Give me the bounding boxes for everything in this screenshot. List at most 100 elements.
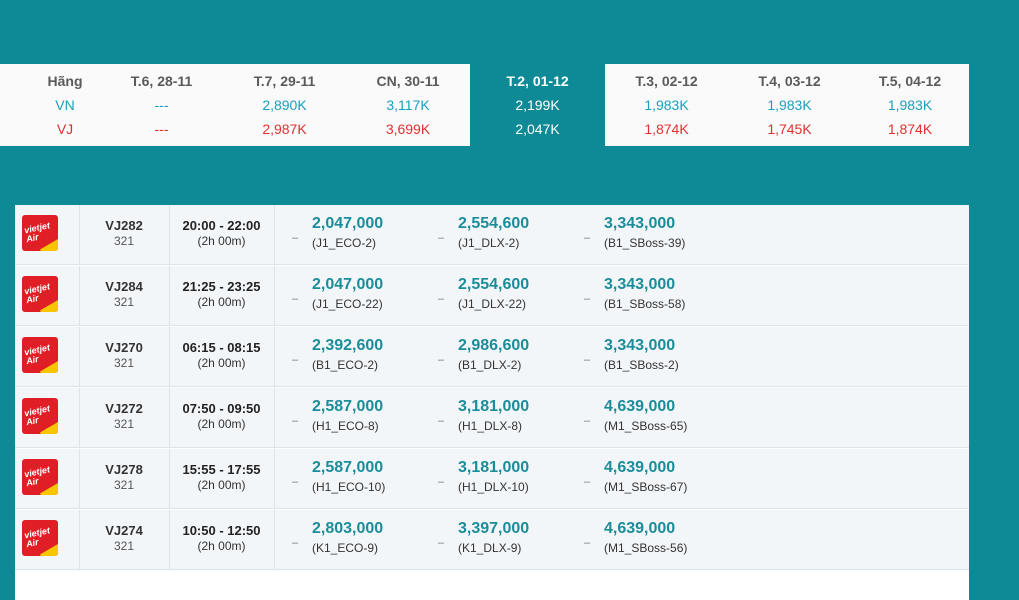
vj-price[interactable]: 2,047K	[515, 121, 560, 137]
fare-class: (J1_DLX-22)	[458, 297, 527, 311]
flight-duration: (2h 00m)	[197, 356, 246, 370]
vj-price[interactable]: 1,745K	[767, 121, 812, 137]
fare-option-deluxe[interactable]: – 2,986,600 (B1_DLX-2)	[421, 327, 567, 386]
fare-price[interactable]: 2,986,600	[458, 337, 530, 354]
fare-option-skyboss[interactable]: – 4,639,000 (M1_SBoss-65)	[567, 388, 713, 447]
flight-info-cell: VJ278 321	[79, 449, 170, 508]
fare-dash: –	[292, 537, 299, 549]
date-price-grid: Hãng VN VJ T.6, 28-11 --- --- T.7, 29-11…	[0, 64, 969, 146]
fare-option-deluxe[interactable]: – 2,554,600 (J1_DLX-22)	[421, 266, 567, 325]
flight-row: vietjet Air VJ282 321 20:00 - 22:00 (2h …	[15, 205, 969, 265]
date-label: CN, 30-11	[376, 73, 440, 89]
vj-price[interactable]: 3,699K	[385, 121, 431, 137]
fare-option-eco[interactable]: – 2,392,600 (B1_ECO-2)	[275, 327, 421, 386]
date-column[interactable]: CN, 30-11 3,117K 3,699K	[346, 64, 470, 146]
fare-option-deluxe[interactable]: – 3,181,000 (H1_DLX-8)	[421, 388, 567, 447]
vj-price[interactable]: 1,874K	[887, 121, 933, 137]
flight-time-cell: 07:50 - 09:50 (2h 00m)	[169, 388, 275, 447]
date-label: T.7, 29-11	[253, 73, 316, 89]
date-label: T.2, 01-12	[506, 73, 569, 89]
vn-price[interactable]: 3,117K	[386, 97, 430, 113]
fare-price[interactable]: 3,181,000	[458, 398, 530, 415]
fare-dash: –	[438, 476, 445, 488]
flight-duration: (2h 00m)	[197, 539, 246, 553]
vn-price[interactable]: 2,890K	[262, 97, 307, 113]
fare-dash: –	[438, 232, 445, 244]
date-label: T.5, 04-12	[878, 73, 942, 89]
flight-row: vietjet Air VJ270 321 06:15 - 08:15 (2h …	[15, 327, 969, 387]
fare-price[interactable]: 2,803,000	[312, 520, 384, 537]
fare-price[interactable]: 2,587,000	[312, 398, 384, 415]
vn-price[interactable]: ---	[154, 97, 169, 113]
fare-class: (K1_ECO-9)	[312, 541, 379, 555]
fare-class: (H1_DLX-10)	[458, 480, 529, 494]
fare-price[interactable]: 3,343,000	[604, 215, 676, 232]
vietjet-air-logo-icon: vietjet Air	[22, 398, 58, 434]
fare-option-skyboss[interactable]: – 4,639,000 (M1_SBoss-56)	[567, 510, 713, 569]
fare-price[interactable]: 3,181,000	[458, 459, 530, 476]
fare-price[interactable]: 4,639,000	[604, 520, 676, 537]
flight-info-cell: VJ284 321	[79, 266, 170, 325]
date-column[interactable]: T.4, 03-12 1,983K 1,745K	[728, 64, 851, 146]
date-column[interactable]: T.7, 29-11 2,890K 2,987K	[223, 64, 346, 146]
flight-list: vietjet Air VJ282 321 20:00 - 22:00 (2h …	[15, 205, 969, 600]
fare-option-deluxe[interactable]: – 2,554,600 (J1_DLX-2)	[421, 205, 567, 264]
airline-logo-cell: vietjet Air	[15, 388, 80, 447]
vn-price[interactable]: 1,983K	[887, 97, 933, 113]
fare-dash: –	[292, 476, 299, 488]
date-column[interactable]: T.6, 28-11 --- ---	[100, 64, 223, 146]
fare-option-eco[interactable]: – 2,047,000 (J1_ECO-2)	[275, 205, 421, 264]
vj-price[interactable]: ---	[154, 121, 169, 137]
vietjet-air-logo-icon: vietjet Air	[22, 459, 58, 495]
fare-option-eco[interactable]: – 2,047,000 (J1_ECO-22)	[275, 266, 421, 325]
flight-info-cell: VJ270 321	[79, 327, 170, 386]
fare-price[interactable]: 2,047,000	[312, 215, 384, 232]
fare-price[interactable]: 2,554,600	[458, 215, 530, 232]
fare-class: (B1_ECO-2)	[312, 358, 379, 372]
vj-price[interactable]: 1,874K	[644, 121, 689, 137]
fare-option-skyboss[interactable]: – 3,343,000 (B1_SBoss-2)	[567, 327, 713, 386]
fare-class: (B1_DLX-2)	[458, 358, 522, 372]
fare-option-skyboss[interactable]: – 3,343,000 (B1_SBoss-58)	[567, 266, 713, 325]
fare-price[interactable]: 4,639,000	[604, 398, 676, 415]
fare-dash: –	[584, 476, 591, 488]
date-column[interactable]: T.5, 04-12 1,983K 1,874K	[851, 64, 969, 146]
fare-option-deluxe[interactable]: – 3,397,000 (K1_DLX-9)	[421, 510, 567, 569]
fare-option-eco[interactable]: – 2,587,000 (H1_ECO-10)	[275, 449, 421, 508]
vj-price[interactable]: 2,987K	[262, 121, 307, 137]
flight-row: vietjet Air VJ284 321 21:25 - 23:25 (2h …	[15, 266, 969, 326]
fare-price[interactable]: 2,554,600	[458, 276, 530, 293]
flight-duration: (2h 00m)	[197, 295, 246, 309]
flight-time-cell: 21:25 - 23:25 (2h 00m)	[169, 266, 275, 325]
vietjet-air-logo-icon: vietjet Air	[22, 520, 58, 556]
fare-class: (M1_SBoss-56)	[604, 541, 688, 555]
departure-arrival-time: 20:00 - 22:00	[182, 218, 261, 233]
fare-dash: –	[292, 293, 299, 305]
fare-class: (M1_SBoss-67)	[604, 480, 688, 494]
vn-price[interactable]: 1,983K	[644, 97, 689, 113]
fare-option-skyboss[interactable]: – 4,639,000 (M1_SBoss-67)	[567, 449, 713, 508]
flight-info-cell: VJ274 321	[79, 510, 170, 569]
fare-dash: –	[584, 354, 591, 366]
fare-price[interactable]: 3,397,000	[458, 520, 530, 537]
flight-time-cell: 15:55 - 17:55 (2h 00m)	[169, 449, 275, 508]
fare-price[interactable]: 2,587,000	[312, 459, 384, 476]
date-column-selected[interactable]: T.2, 01-12 2,199K 2,047K	[470, 64, 605, 146]
fare-option-eco[interactable]: – 2,803,000 (K1_ECO-9)	[275, 510, 421, 569]
fare-class: (K1_DLX-9)	[458, 541, 522, 555]
airline-logo-cell: vietjet Air	[15, 327, 80, 386]
flight-row: vietjet Air VJ272 321 07:50 - 09:50 (2h …	[15, 388, 969, 448]
flight-code: VJ278	[105, 462, 143, 477]
fare-option-eco[interactable]: – 2,587,000 (H1_ECO-8)	[275, 388, 421, 447]
vn-price[interactable]: 1,983K	[767, 97, 812, 113]
fare-price[interactable]: 3,343,000	[604, 337, 676, 354]
fare-option-skyboss[interactable]: – 3,343,000 (B1_SBoss-39)	[567, 205, 713, 264]
vn-price[interactable]: 2,199K	[515, 97, 560, 113]
fare-price[interactable]: 2,392,600	[312, 337, 384, 354]
fare-price[interactable]: 3,343,000	[604, 276, 676, 293]
fare-price[interactable]: 4,639,000	[604, 459, 676, 476]
fare-price[interactable]: 2,047,000	[312, 276, 384, 293]
date-column[interactable]: T.3, 02-12 1,983K 1,874K	[605, 64, 728, 146]
fare-option-deluxe[interactable]: – 3,181,000 (H1_DLX-10)	[421, 449, 567, 508]
vietjet-air-logo-icon: vietjet Air	[22, 276, 58, 312]
